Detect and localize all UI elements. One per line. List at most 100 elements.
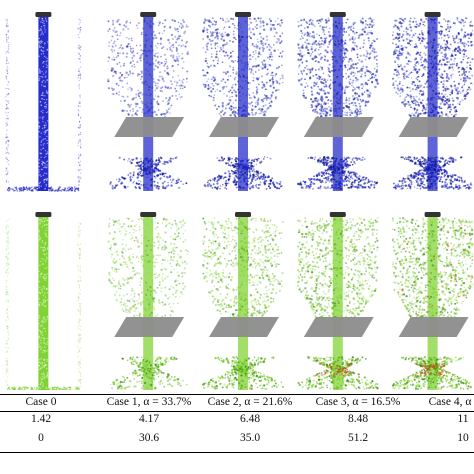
particle xyxy=(249,173,250,174)
particle xyxy=(315,97,317,99)
particle xyxy=(235,84,236,85)
particle xyxy=(244,66,246,68)
particle xyxy=(446,162,448,164)
particle xyxy=(184,45,186,47)
particle xyxy=(269,105,271,107)
particle xyxy=(40,46,41,47)
particle xyxy=(434,80,436,82)
particle xyxy=(232,41,234,43)
particle xyxy=(254,159,256,161)
particle xyxy=(237,170,239,172)
particle xyxy=(326,20,328,22)
particle xyxy=(174,81,176,83)
particle xyxy=(263,47,265,49)
particle xyxy=(225,162,227,164)
particle xyxy=(221,18,223,20)
particle xyxy=(45,72,46,73)
particle xyxy=(414,109,416,111)
particle xyxy=(360,179,362,181)
particle xyxy=(259,48,261,50)
particle xyxy=(275,20,277,22)
particle xyxy=(353,99,355,101)
particle xyxy=(318,68,320,70)
particle xyxy=(207,36,209,38)
particle xyxy=(417,71,419,73)
particle xyxy=(239,186,241,188)
particle xyxy=(415,33,416,34)
particle xyxy=(238,57,239,58)
particle xyxy=(6,148,7,149)
particle xyxy=(210,90,212,92)
particle xyxy=(273,24,275,26)
particle xyxy=(433,114,435,116)
particle xyxy=(353,72,355,74)
particle xyxy=(340,95,342,97)
particle xyxy=(468,37,470,39)
particle xyxy=(444,160,446,162)
particle xyxy=(393,51,395,53)
particle xyxy=(157,43,159,45)
particle xyxy=(457,17,459,19)
particle xyxy=(324,169,326,171)
particle xyxy=(352,95,354,97)
baffle-plate xyxy=(209,117,279,137)
particle xyxy=(46,21,47,22)
particle xyxy=(126,37,128,39)
particle xyxy=(414,102,416,104)
particle xyxy=(119,23,121,25)
particle xyxy=(448,100,450,102)
particle xyxy=(6,174,7,175)
particle xyxy=(417,37,418,38)
particle xyxy=(218,58,219,59)
particle xyxy=(78,157,79,158)
particle xyxy=(43,20,44,21)
particle xyxy=(251,178,253,180)
particle xyxy=(250,168,252,170)
particle xyxy=(340,40,341,41)
particle xyxy=(271,78,273,80)
particle xyxy=(255,184,257,186)
particle xyxy=(444,184,446,186)
particle xyxy=(155,114,157,116)
particle xyxy=(444,88,446,90)
particle xyxy=(140,44,142,46)
particle xyxy=(182,183,184,185)
particle xyxy=(460,22,462,24)
particle xyxy=(253,77,255,79)
particle xyxy=(162,163,164,165)
particle xyxy=(321,78,323,80)
particle xyxy=(281,56,283,58)
particle xyxy=(245,55,247,57)
particle xyxy=(222,184,224,186)
particle xyxy=(223,114,225,116)
particle xyxy=(80,173,81,174)
particle xyxy=(347,187,349,189)
particle xyxy=(316,112,318,114)
particle xyxy=(400,45,402,47)
particle xyxy=(116,34,118,36)
particle xyxy=(403,185,405,187)
particle xyxy=(300,60,302,62)
particle xyxy=(205,58,207,60)
particle xyxy=(301,71,303,73)
particle xyxy=(107,78,109,80)
particle xyxy=(6,34,7,35)
particle xyxy=(343,107,345,109)
particle xyxy=(303,19,305,21)
particle xyxy=(461,28,463,30)
particle xyxy=(239,45,241,47)
particle xyxy=(233,107,235,109)
particle xyxy=(210,87,212,89)
particle xyxy=(138,180,140,182)
particle xyxy=(320,106,322,108)
particle xyxy=(332,36,334,38)
particle xyxy=(466,62,468,64)
particle xyxy=(282,82,283,83)
particle xyxy=(352,36,354,38)
particle xyxy=(152,160,154,162)
particle xyxy=(237,166,238,167)
particle xyxy=(124,77,126,79)
particle xyxy=(341,39,343,41)
particle xyxy=(141,54,143,56)
particle xyxy=(158,61,160,63)
